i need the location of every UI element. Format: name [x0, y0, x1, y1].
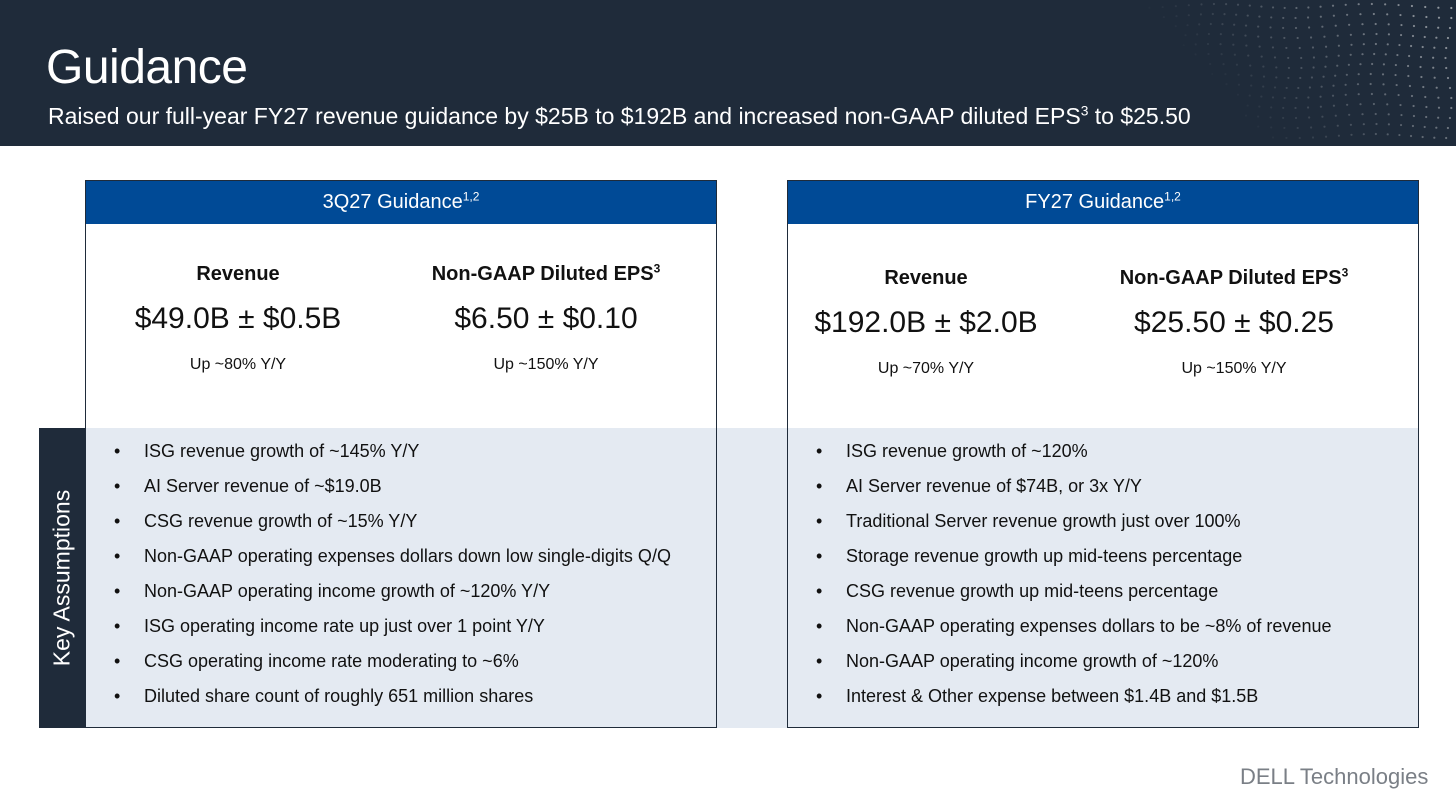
- key-assumptions-sidebar: [39, 428, 85, 728]
- metric-note: Up ~150% Y/Y: [493, 356, 599, 373]
- list-item: CSG operating income rate moderating to …: [114, 651, 671, 686]
- metric-3q27-eps: Non-GAAP Diluted EPS3 $6.50 ± $0.10 Up ~…: [396, 261, 696, 374]
- list-item: Non-GAAP operating income growth of ~120…: [816, 651, 1331, 686]
- assumptions-list-fy27: ISG revenue growth of ~120% AI Server re…: [816, 441, 1331, 721]
- metric-value: $49.0B ± $0.5B: [134, 302, 342, 335]
- list-item: Interest & Other expense between $1.4B a…: [816, 686, 1331, 721]
- metric-label: Non-GAAP Diluted EPS3: [431, 261, 661, 285]
- metric-label: Revenue: [884, 267, 968, 289]
- metric-label: Revenue: [196, 263, 280, 285]
- metric-fy27-eps: Non-GAAP Diluted EPS3 $25.50 ± $0.25 Up …: [1084, 265, 1384, 378]
- metric-fy27-revenue: Revenue $192.0B ± $2.0B Up ~70% Y/Y: [776, 267, 1076, 378]
- list-item: ISG operating income rate up just over 1…: [114, 616, 671, 651]
- list-item: Diluted share count of roughly 651 milli…: [114, 686, 671, 721]
- list-item: CSG revenue growth of ~15% Y/Y: [114, 511, 671, 546]
- metric-note: Up ~150% Y/Y: [1181, 360, 1287, 377]
- guidance-3q27-panel: 3Q27 Guidance1,2 Revenue $49.0B ± $0.5B …: [85, 180, 717, 728]
- list-item: Traditional Server revenue growth just o…: [816, 511, 1331, 546]
- header-banner: Guidance Raised our full-year FY27 reven…: [0, 0, 1456, 146]
- metric-value: $192.0B ± $2.0B: [814, 306, 1038, 339]
- metric-note: Up ~70% Y/Y: [877, 360, 975, 377]
- metric-value: $25.50 ± $0.25: [1134, 306, 1334, 339]
- list-item: AI Server revenue of $74B, or 3x Y/Y: [816, 476, 1331, 511]
- list-item: Storage revenue growth up mid-teens perc…: [816, 546, 1331, 581]
- list-item: Non-GAAP operating expenses dollars down…: [114, 546, 671, 581]
- list-item: ISG revenue growth of ~145% Y/Y: [114, 441, 671, 476]
- list-item: AI Server revenue of ~$19.0B: [114, 476, 671, 511]
- page-title: Guidance: [46, 41, 248, 94]
- list-item: Non-GAAP operating expenses dollars to b…: [816, 616, 1331, 651]
- panel-header-3q27: 3Q27 Guidance1,2: [86, 181, 716, 224]
- metric-value: $6.50 ± $0.10: [454, 302, 638, 335]
- panel-header-fy27: FY27 Guidance1,2: [788, 181, 1418, 224]
- dot-pattern-decoration: [1161, 2, 1453, 140]
- assumptions-list-3q27: ISG revenue growth of ~145% Y/Y AI Serve…: [114, 441, 671, 721]
- metric-label: Non-GAAP Diluted EPS3: [1119, 265, 1349, 289]
- list-item: ISG revenue growth of ~120%: [816, 441, 1331, 476]
- list-item: Non-GAAP operating income growth of ~120…: [114, 581, 671, 616]
- key-assumptions-label: Key Assumptions: [48, 489, 75, 667]
- page-subtitle: Raised our full-year FY27 revenue guidan…: [48, 103, 1191, 129]
- list-item: CSG revenue growth up mid-teens percenta…: [816, 581, 1331, 616]
- dell-technologies-logo: DELL Technologies: [1240, 764, 1429, 789]
- metric-3q27-revenue: Revenue $49.0B ± $0.5B Up ~80% Y/Y: [88, 263, 388, 374]
- metric-note: Up ~80% Y/Y: [189, 356, 287, 373]
- guidance-fy27-panel: FY27 Guidance1,2 Revenue $192.0B ± $2.0B…: [787, 180, 1419, 728]
